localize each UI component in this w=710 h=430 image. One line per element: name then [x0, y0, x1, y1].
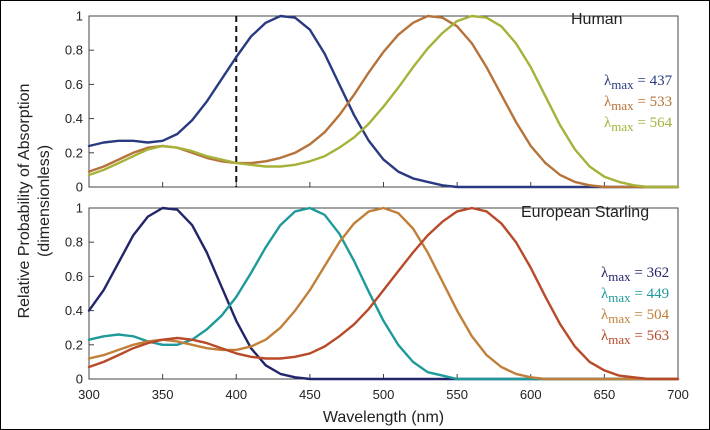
- y-tick-label: 0.4: [65, 111, 83, 126]
- legend-lambda-max-563: λmax = 563: [601, 328, 669, 347]
- legend-lambda-max-504: λmax = 504: [601, 307, 670, 326]
- legend-lambda-max-533: λmax = 533: [604, 94, 672, 113]
- y-tick-label: 0.2: [65, 145, 83, 160]
- y-tick-label: 1: [76, 9, 83, 24]
- series-line-563: [87, 206, 680, 381]
- y-axis-title-line2: (dimensionless): [36, 145, 53, 257]
- series-line-533: [87, 14, 680, 189]
- y-tick-label: 0.6: [65, 77, 83, 92]
- y-tick-label: 0.8: [65, 43, 83, 58]
- series-line-437: [87, 14, 680, 189]
- panel-european-starling: 0 0.2 0.4 0.6 0.8 1 300 350 400 450 500 550 600 650 70…: [65, 201, 689, 403]
- y-tick-label: 0.2: [65, 337, 83, 352]
- y-tick-label: 0: [76, 180, 83, 195]
- plot-area-border: [88, 15, 679, 188]
- x-tick-label: 450: [299, 387, 321, 402]
- legend-lambda-max-437: λmax = 437: [604, 73, 673, 92]
- legend-lambda-max-564: λmax = 564: [604, 115, 673, 134]
- x-tick-label: 350: [152, 387, 174, 402]
- legend-lambda-max-362: λmax = 362: [601, 265, 669, 284]
- x-tick-label: 600: [520, 387, 542, 402]
- panel-human: 0 0.2 0.4 0.6 0.8 1 Human λmax = 437 λmax = 533 λ…: [65, 9, 680, 195]
- x-tick-label: 650: [594, 387, 616, 402]
- y-tick-label: 0.6: [65, 269, 83, 284]
- series-line-504: [87, 206, 680, 381]
- series-line-564: [87, 14, 680, 189]
- y-tick-label: 0.8: [65, 235, 83, 250]
- y-axis-title-line1: Relative Probability of Absorption: [16, 84, 33, 319]
- x-tick-label: 500: [373, 387, 395, 402]
- y-tick-label: 0: [76, 372, 83, 387]
- y-tick-label: 0.4: [65, 303, 83, 318]
- y-tick-label: 1: [76, 201, 83, 216]
- panel-title: Human: [571, 11, 623, 28]
- x-tick-label: 550: [446, 387, 468, 402]
- y-axis-title: Relative Probability of Absorption (dimen…: [16, 84, 53, 319]
- plot-area-border: [88, 207, 679, 380]
- x-axis-title: Wavelength (nm): [323, 409, 444, 426]
- x-tick-label: 300: [78, 387, 100, 402]
- x-tick-label: 400: [225, 387, 247, 402]
- series-line-362: [87, 206, 680, 381]
- panel-title: European Starling: [521, 204, 649, 221]
- x-tick-label: 700: [667, 387, 689, 402]
- legend-lambda-max-449: λmax = 449: [601, 286, 669, 305]
- series-line-449: [87, 206, 680, 381]
